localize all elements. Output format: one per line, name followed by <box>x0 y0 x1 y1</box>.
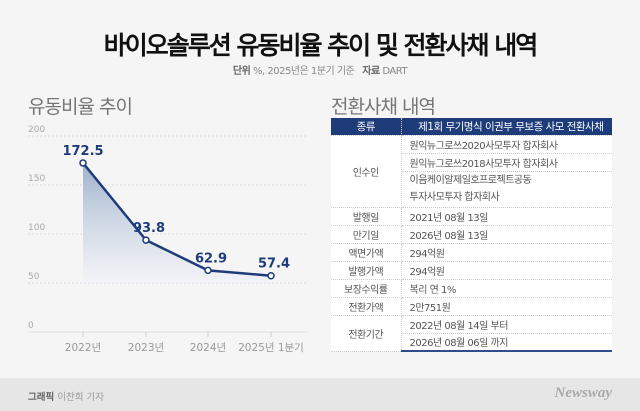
unit-text: %, 2025년은 1분기 기준 <box>253 66 355 77</box>
y-tick-label: 100 <box>28 223 45 233</box>
row-value: 294억원 <box>401 243 612 262</box>
row-key: 전환기간 <box>331 315 402 352</box>
y-tick-label: 150 <box>28 174 45 184</box>
row-value: 2021년 08월 13일 <box>401 207 612 226</box>
data-label: 172.5 <box>62 144 103 159</box>
table-row: 전환기간 2022년 08월 14일 부터 <box>331 315 612 352</box>
series-line <box>82 162 272 277</box>
chart-title: 유동비율 추이 <box>28 96 133 118</box>
y-tick-label: 200 <box>28 125 45 135</box>
credit-name: 이찬희 기자 <box>57 392 104 403</box>
row-key: 보장수익률 <box>331 279 402 298</box>
header-key: 종류 <box>331 118 402 136</box>
table-header: 종류 제1회 무기명식 이권부 무보증 사모 전환사채 <box>331 118 612 136</box>
table-row: 액면가액 294억원 <box>331 243 612 262</box>
table-row: 발행일 2021년 08월 13일 <box>331 207 612 226</box>
row-value: 2만751원 <box>401 297 612 316</box>
buyer-line: 이음케이알제일호프로젝트공동 <box>409 175 532 186</box>
area-fill <box>83 162 271 283</box>
row-value: 복리 연 1% <box>401 279 612 298</box>
line-chart: 0 50 100 150 200 172.5 2022년 93.8 2023년 62.9 2024년… <box>28 125 308 354</box>
row-value: 2026년 08월 06일 까지 <box>401 333 612 352</box>
table-title: 전환사채 내역 <box>331 96 436 118</box>
table-row: 보장수익률 복리 연 1% <box>331 279 612 298</box>
header-value: 제1회 무기명식 이권부 무보증 사모 전환사채 <box>401 118 612 136</box>
source-label: 자료 <box>362 66 380 77</box>
newsway-logo: Newsway <box>554 385 613 401</box>
table-row: 발행가액 294억원 <box>331 261 612 280</box>
y-tick-label: 50 <box>28 272 40 282</box>
data-point <box>79 159 87 167</box>
cb-table: 종류 제1회 무기명식 이권부 무보증 사모 전환사채 인수인 원익뉴그로쓰2020… <box>331 118 612 352</box>
table-row: 2026년 08월 06일 까지 <box>331 333 612 352</box>
table-row: 전환가액 2만751원 <box>331 297 612 316</box>
row-value: 원익뉴그로쓰2020사모투자 합자회사 <box>401 135 612 154</box>
data-point <box>267 271 275 280</box>
data-point <box>142 236 150 244</box>
buyer-line: 투자사모투자 합자회사 <box>409 192 500 203</box>
row-value: 2022년 08월 14일 부터 <box>401 315 612 334</box>
y-tick-label: 0 <box>28 321 34 331</box>
credit: 그래픽 이찬희 기자 <box>28 389 104 403</box>
row-value: 2026년 08월 13일 <box>401 225 612 244</box>
row-key: 전환가액 <box>331 297 402 316</box>
row-key: 발행일 <box>331 207 402 226</box>
data-label: 93.8 <box>133 221 165 236</box>
x-tick-label: 2024년 <box>190 342 226 354</box>
row-key: 액면가액 <box>331 243 402 262</box>
table-row: 원익뉴그로쓰2018사모투자 합자회사 <box>331 153 612 172</box>
x-tick-label: 2025년 1분기 <box>238 342 304 354</box>
row-value: 원익뉴그로쓰2018사모투자 합자회사 <box>401 153 612 172</box>
page-title: 바이오솔루션 유동비율 추이 및 전환사채 내역 <box>103 31 539 60</box>
credit-label: 그래픽 <box>28 392 55 403</box>
data-point <box>204 266 212 275</box>
row-value: 294억원 <box>401 261 612 280</box>
data-label: 62.9 <box>195 251 227 266</box>
x-tick-label: 2022년 <box>65 342 101 354</box>
source-text: DART <box>382 66 408 77</box>
table-row: 만기일 2026년 08월 13일 <box>331 225 612 244</box>
row-key: 만기일 <box>331 225 402 244</box>
row-key: 발행가액 <box>331 261 402 280</box>
footer: 그래픽 이찬희 기자 Newsway <box>0 378 640 411</box>
x-tick-label: 2023년 <box>128 342 164 354</box>
data-label: 57.4 <box>258 257 290 272</box>
unit-label: 단위 <box>232 66 251 77</box>
row-key: 인수인 <box>331 135 402 208</box>
table-row: 인수인 원익뉴그로쓰2020사모투자 합자회사 <box>331 135 612 208</box>
subtitle: 단위 %, 2025년은 1분기 기준 자료 DART <box>0 62 640 77</box>
